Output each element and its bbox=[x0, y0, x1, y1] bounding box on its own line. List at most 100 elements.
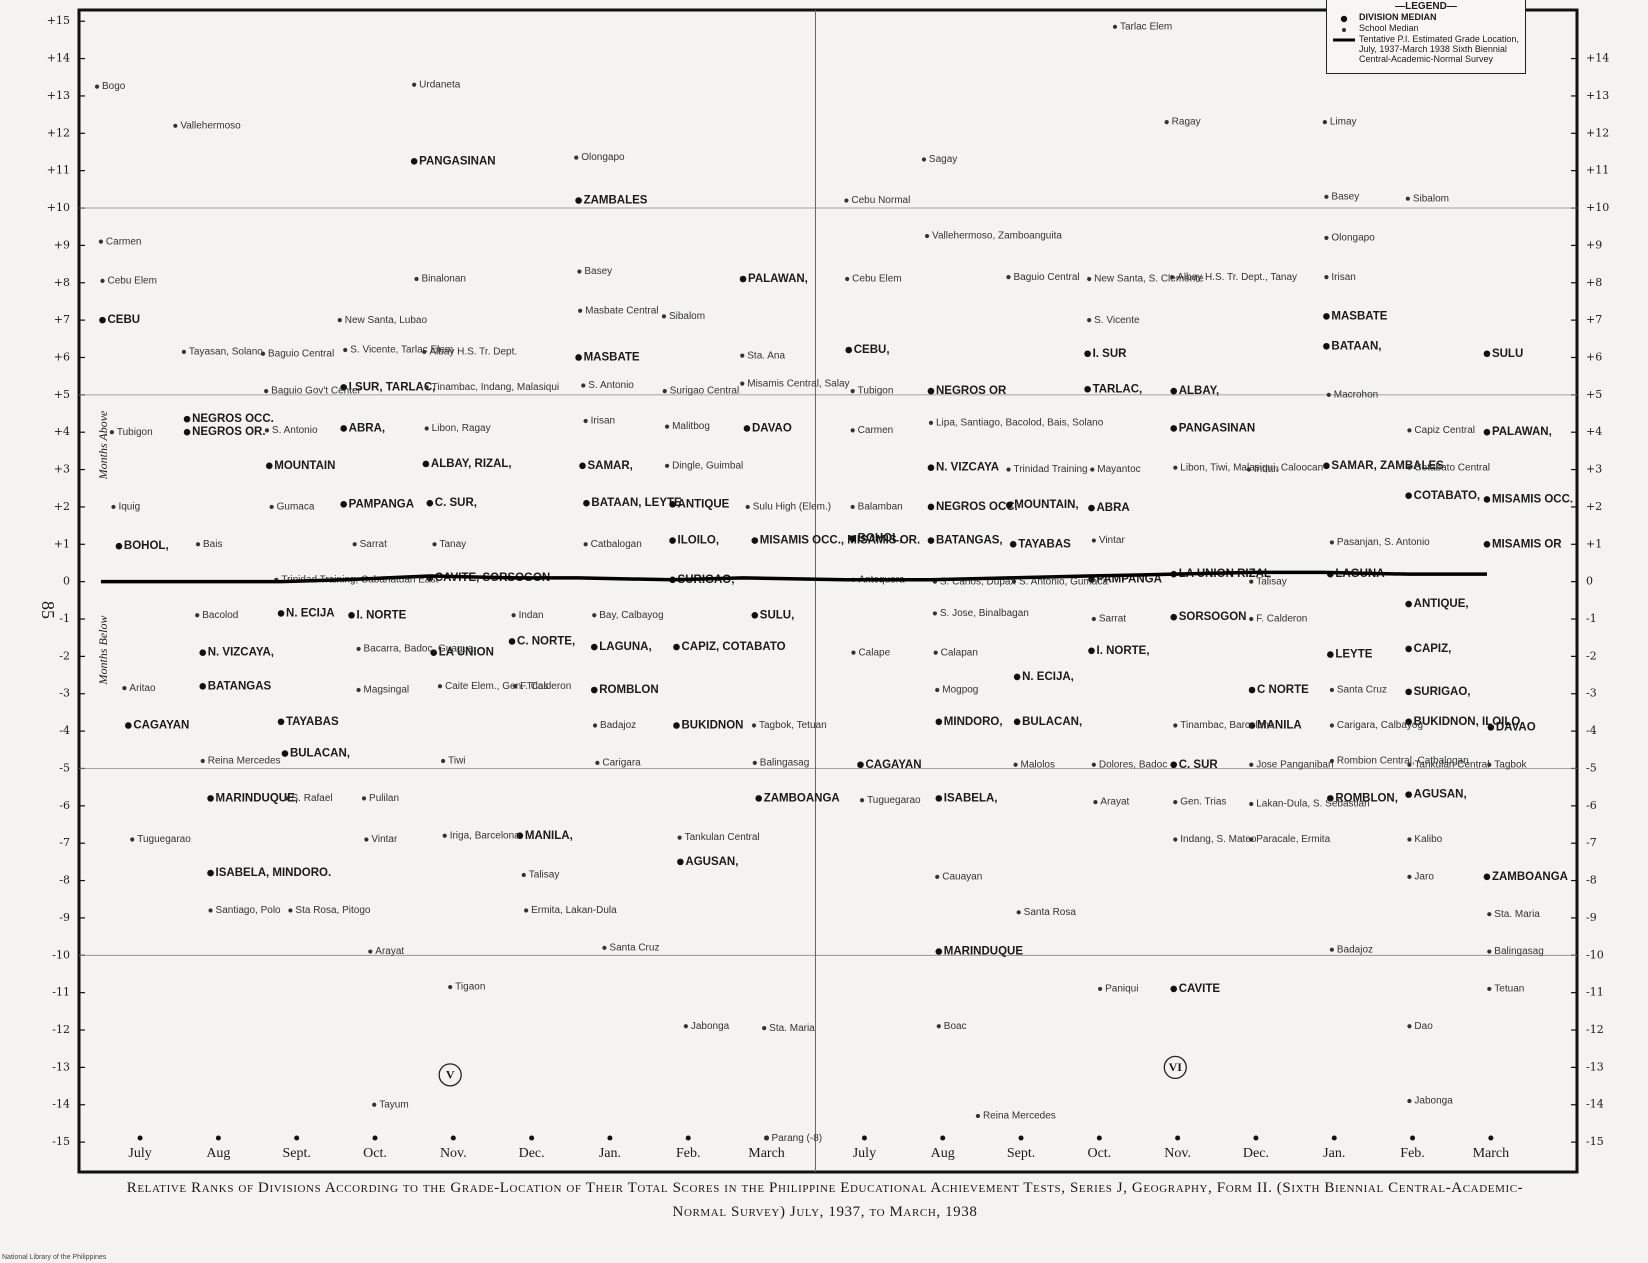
school-point bbox=[1407, 1098, 1412, 1104]
y2-tick-label: -7 bbox=[1586, 836, 1597, 849]
division-label: ILOILO, bbox=[678, 535, 720, 547]
x-tick bbox=[1175, 1135, 1181, 1141]
x-tick-label: Sept. bbox=[1007, 1146, 1035, 1161]
school-point bbox=[1329, 758, 1335, 764]
division-label: BATAAN, LEYTE bbox=[591, 497, 682, 509]
x-tick-label: March bbox=[748, 1146, 785, 1161]
division-label: NEGROS OR bbox=[936, 385, 1007, 397]
y2-tick-label: -1 bbox=[1586, 612, 1597, 625]
school-point bbox=[1329, 723, 1335, 728]
school-label: Tanay bbox=[440, 539, 467, 550]
school-label: S. Antonio bbox=[272, 425, 318, 436]
caption: Relative Ranks of Divisions According to… bbox=[126, 1180, 1524, 1220]
y-tick-label: +4 bbox=[54, 425, 70, 438]
division-point bbox=[935, 948, 943, 955]
school-label: Olongapo bbox=[581, 152, 625, 163]
school-point bbox=[109, 430, 114, 435]
school-label: Iquig bbox=[118, 502, 140, 513]
division-point bbox=[199, 649, 207, 656]
school-point bbox=[1249, 762, 1254, 767]
division-point bbox=[1170, 387, 1178, 395]
y2-tick-label: -10 bbox=[1586, 948, 1604, 961]
division-label: PANGASINAN bbox=[1179, 423, 1255, 435]
school-label: Bay, Calbayog bbox=[599, 610, 663, 621]
school-label: Pasanjan, S. Antonio bbox=[1337, 537, 1430, 548]
school-point bbox=[921, 157, 927, 162]
school-label: Santa Rosa bbox=[1024, 907, 1077, 918]
y2-tick-label: -11 bbox=[1586, 986, 1604, 999]
school-point bbox=[752, 760, 757, 765]
division-label: ROMBLON bbox=[599, 684, 658, 696]
school-label: Cebu Elem bbox=[107, 276, 156, 287]
division-label: BOHOL, bbox=[124, 540, 169, 552]
school-label: Carigara bbox=[602, 758, 641, 769]
y-tick-label: +9 bbox=[54, 238, 70, 251]
school-point bbox=[578, 308, 583, 313]
division-label: NEGROS OR. bbox=[192, 426, 265, 438]
y2-tick-label: -6 bbox=[1586, 799, 1597, 812]
x-tick-label: Oct. bbox=[363, 1146, 387, 1161]
school-label: Bacarra, Badoc, Guagua bbox=[364, 644, 475, 655]
division-point bbox=[508, 638, 516, 645]
x-tick bbox=[294, 1135, 300, 1141]
x-tick-label: Feb. bbox=[1400, 1146, 1425, 1161]
school-label: Misamis Central, Salay bbox=[747, 378, 849, 389]
division-label: CEBU, bbox=[854, 344, 890, 356]
division-label: AGUSAN, bbox=[685, 856, 738, 868]
x-tick-label: Dec. bbox=[1243, 1146, 1269, 1161]
school-point bbox=[1407, 762, 1412, 767]
x-tick bbox=[607, 1135, 613, 1141]
school-label: Badajoz bbox=[600, 720, 636, 731]
school-point bbox=[1324, 275, 1329, 280]
school-point bbox=[935, 874, 940, 879]
y-tick-label: +2 bbox=[54, 500, 70, 513]
y-tick-label: +10 bbox=[47, 201, 70, 214]
division-label: SURIGAO, bbox=[1414, 686, 1471, 698]
division-point bbox=[751, 537, 759, 544]
division-point bbox=[1170, 985, 1178, 993]
school-label: Sta. Maria bbox=[769, 1023, 815, 1034]
division-label: LA UNION bbox=[439, 647, 494, 659]
school-point bbox=[173, 123, 178, 128]
division-label: MISAMIS OR bbox=[1492, 538, 1562, 550]
school-label: Vallehermoso bbox=[180, 120, 241, 131]
x-tick-label: July bbox=[128, 1146, 151, 1161]
school-label: Tuguegarao bbox=[137, 834, 191, 845]
y-tick-label: -13 bbox=[52, 1060, 70, 1073]
y2-tick-label: +8 bbox=[1586, 276, 1602, 289]
school-label: Tigaon bbox=[455, 982, 485, 993]
school-point bbox=[364, 837, 369, 842]
school-label: Santa Cruz bbox=[609, 942, 659, 953]
division-label: C. SUR, bbox=[435, 497, 477, 509]
school-point bbox=[740, 381, 745, 386]
school-point bbox=[1173, 723, 1178, 728]
school-point bbox=[661, 314, 667, 319]
school-label: Cotabato Central bbox=[1414, 462, 1490, 473]
division-label: ALBAY, bbox=[1179, 385, 1219, 397]
school-label: Tankulan Central bbox=[685, 832, 760, 843]
division-label: ZAMBOANGA bbox=[1492, 871, 1568, 883]
school-point bbox=[260, 351, 266, 356]
school-label: Carmen bbox=[106, 236, 142, 247]
school-point bbox=[100, 278, 105, 283]
school-label: Tagbok, Tetuan bbox=[759, 720, 827, 731]
school-point bbox=[1407, 1024, 1412, 1029]
school-label: Reina Mercedes bbox=[208, 756, 281, 767]
division-point bbox=[1483, 496, 1491, 503]
school-point bbox=[513, 684, 518, 689]
y-tick-label: +7 bbox=[54, 313, 70, 326]
division-label: TAYABAS bbox=[286, 716, 339, 728]
legend-item: School Median bbox=[1333, 23, 1519, 34]
school-label: Indang, S. Mateo bbox=[1180, 834, 1257, 845]
division-point bbox=[1487, 724, 1495, 731]
school-label: Paniqui bbox=[1105, 984, 1138, 995]
school-label: Dingle, Guimbal bbox=[672, 460, 743, 471]
school-point bbox=[1112, 24, 1118, 29]
division-label: AGUSAN, bbox=[1414, 789, 1467, 801]
y-tick-label: -3 bbox=[59, 687, 70, 700]
school-label: Masbate Central bbox=[585, 305, 658, 316]
school-label: Jaro bbox=[1414, 871, 1434, 882]
school-point bbox=[932, 611, 937, 616]
school-point bbox=[1324, 194, 1329, 199]
